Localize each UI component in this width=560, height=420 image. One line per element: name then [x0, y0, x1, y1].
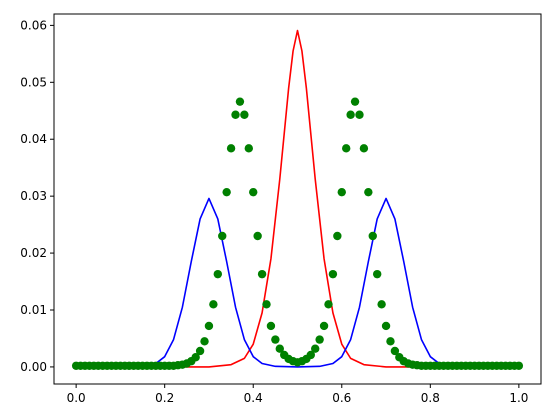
- series-green-points: [71, 97, 524, 370]
- data-point: [275, 344, 284, 353]
- x-axis: 0.0 0.2 0.4 0.6 0.8 1.0: [67, 384, 528, 405]
- x-tick-label: 0.4: [244, 391, 263, 405]
- data-point: [195, 346, 205, 356]
- x-tick-label: 0.2: [155, 391, 174, 405]
- series-blue-curve: [76, 197, 519, 368]
- data-point: [271, 335, 280, 344]
- data-point: [266, 321, 276, 331]
- data-point: [200, 337, 209, 346]
- data-point: [337, 187, 346, 197]
- data-point: [359, 144, 369, 153]
- data-point: [381, 321, 391, 331]
- red-curve-line: [76, 29, 519, 368]
- series-red-curve: [76, 29, 519, 368]
- y-tick-label: 0.04: [20, 132, 47, 146]
- data-point: [368, 231, 377, 241]
- data-point: [324, 300, 333, 309]
- data-point: [209, 300, 218, 309]
- data-point: [364, 187, 373, 197]
- y-tick-label: 0.02: [20, 246, 47, 260]
- data-point: [333, 231, 342, 241]
- data-point: [328, 269, 338, 279]
- x-tick-label: 0.0: [67, 391, 86, 405]
- data-point: [350, 97, 360, 106]
- data-point: [204, 321, 214, 331]
- data-point: [355, 110, 364, 119]
- y-tick-label: 0.01: [20, 303, 47, 317]
- data-point: [191, 353, 200, 362]
- x-tick-label: 0.8: [421, 391, 440, 405]
- data-point: [319, 321, 329, 331]
- series-layer: [71, 29, 524, 370]
- x-tick-label: 0.6: [332, 391, 351, 405]
- y-tick-label: 0.03: [20, 189, 47, 203]
- data-point: [262, 300, 271, 309]
- data-point: [386, 337, 395, 346]
- data-point: [372, 269, 382, 279]
- data-point: [514, 361, 524, 370]
- data-point: [377, 300, 386, 309]
- data-point: [257, 269, 267, 279]
- data-point: [218, 231, 227, 241]
- data-point: [249, 187, 258, 197]
- plot-area-frame: [53, 13, 542, 385]
- data-point: [311, 344, 320, 353]
- data-point: [390, 346, 400, 356]
- data-point: [244, 144, 253, 153]
- data-point: [231, 110, 240, 119]
- data-point: [253, 231, 262, 241]
- y-tick-label: 0.06: [20, 18, 47, 32]
- data-point: [226, 144, 236, 153]
- data-point: [346, 110, 355, 119]
- data-point: [235, 97, 245, 106]
- data-point: [240, 110, 249, 119]
- data-point: [222, 187, 231, 197]
- y-tick-label: 0.00: [20, 360, 47, 374]
- data-point: [306, 350, 315, 360]
- blue-curve-line: [76, 197, 519, 368]
- data-point: [213, 269, 223, 279]
- y-tick-label: 0.05: [20, 75, 47, 89]
- data-point: [315, 335, 324, 344]
- data-point: [342, 144, 351, 153]
- x-tick-label: 1.0: [509, 391, 528, 405]
- y-axis: 0.00 0.01 0.02 0.03 0.04 0.05 0.06: [20, 18, 54, 374]
